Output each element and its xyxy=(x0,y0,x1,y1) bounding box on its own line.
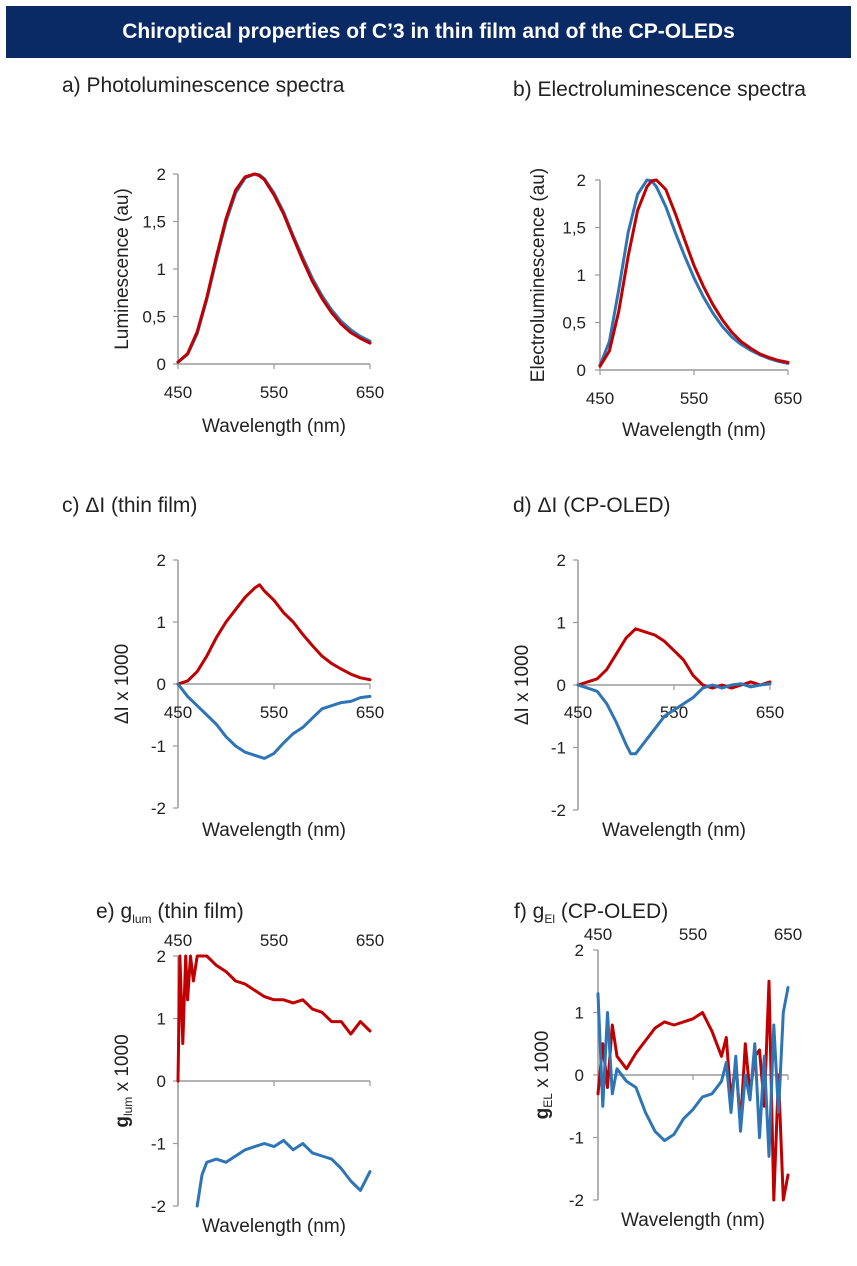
chart-b-group: 0 0,5 1 1,5 2 450 550 650 Wavelength (nm) Electro… xyxy=(528,168,802,441)
chart-e-series-red-line xyxy=(176,954,372,1083)
chart-a-xtick-label: 450 xyxy=(164,383,192,402)
chart-a-ytick-label: 0,5 xyxy=(142,308,166,327)
chart-b-xtick-label: 450 xyxy=(586,389,614,408)
chart-c-xtick-label: 450 xyxy=(164,703,192,722)
chart-b-ytick-label: 2 xyxy=(577,171,586,190)
chart-c-ylabel: ΔI x 1000 xyxy=(112,644,133,724)
chart-e-xtick-label: 450 xyxy=(164,931,192,950)
chart-a-ytick-label: 0 xyxy=(157,355,166,374)
chart-b-ytick-label: 1 xyxy=(577,266,586,285)
panel-d-title: d) ΔI (CP-OLED) xyxy=(513,494,671,517)
chart-d-xtick-label: 450 xyxy=(564,703,592,722)
chart-c-ytick-label: 0 xyxy=(157,675,166,694)
panel-f-title: f) gEl (CP-OLED) xyxy=(514,900,669,927)
chart-b-series-red-line xyxy=(598,178,790,368)
chart-d-xtick-label: 550 xyxy=(660,703,688,722)
chart-a-series-blue-line xyxy=(176,172,372,364)
chart-a-ylabel: Luminescence (au) xyxy=(112,188,133,350)
chart-a-xtick-label: 550 xyxy=(260,383,288,402)
chart-a-ytick-label: 1,5 xyxy=(142,213,166,232)
chart-d-group: -2 -1 0 1 2 450 550 650 Wavelength (nm) ΔI x 1000 xyxy=(512,551,784,841)
chart-b-ylabel: Electroluminescence (au) xyxy=(528,168,549,382)
chart-d-ytick-label: -2 xyxy=(551,801,566,820)
chart-c-xtick-label: 650 xyxy=(356,703,384,722)
chart-c-xlabel: Wavelength (nm) xyxy=(202,820,346,841)
chart-f-ytick-label: 2 xyxy=(575,941,584,960)
chart-e-ytick-label: 2 xyxy=(157,947,166,966)
chart-d-ytick-label: 0 xyxy=(557,676,566,695)
chart-e-xtick-label: 650 xyxy=(356,931,384,950)
chart-c-ytick-label: 1 xyxy=(157,613,166,632)
chart-b-ytick-label: 0 xyxy=(577,361,586,380)
chart-a-xlabel: Wavelength (nm) xyxy=(202,416,346,437)
chart-d-xlabel: Wavelength (nm) xyxy=(602,820,746,841)
chart-e-xtick-label: 550 xyxy=(260,931,288,950)
chart-e-ytick-label: 0 xyxy=(157,1072,166,1091)
chart-c-ytick-label: -2 xyxy=(151,799,166,818)
chart-a-xtick-label: 650 xyxy=(356,383,384,402)
chart-d-ylabel: ΔI x 1000 xyxy=(512,645,533,725)
chart-c-series-red-line xyxy=(176,583,372,686)
chart-f-ytick-label: -2 xyxy=(569,1191,584,1210)
chart-c-group: -2 -1 0 1 2 450 550 650 Wavelength (nm) ΔI x 1000 xyxy=(112,551,384,841)
chart-f-ylabel: gEL x 1000 xyxy=(532,1031,555,1120)
chart-d-ytick-label: 1 xyxy=(557,614,566,633)
panel-b-title: b) Electroluminescence spectra xyxy=(513,78,806,101)
chart-e-series-blue-line xyxy=(195,1138,372,1208)
panel-c-title: c) ΔI (thin film) xyxy=(62,494,198,517)
chart-b-ytick-label: 1,5 xyxy=(562,219,586,238)
chart-a-series-red-line xyxy=(176,172,372,364)
chart-b-xtick-label: 550 xyxy=(680,389,708,408)
chart-f-ytick-label: -1 xyxy=(569,1129,584,1148)
chart-a-ytick-label: 2 xyxy=(157,165,166,184)
chart-a-group: 0 0,5 1 1,5 2 450 550 650 Wavelength (nm) Lumines… xyxy=(112,165,384,437)
chart-c-ytick-label: 2 xyxy=(157,551,166,570)
chart-b-xtick-label: 650 xyxy=(774,389,802,408)
header-banner: Chiroptical properties of C’3 in thin fi… xyxy=(6,6,851,58)
chart-d-xtick-label: 650 xyxy=(756,703,784,722)
chart-c-xtick-label: 550 xyxy=(260,703,288,722)
chart-d-ytick-label: -1 xyxy=(551,739,566,758)
panel-a-title: a) Photoluminescence spectra xyxy=(62,74,345,97)
chart-e-ytick-label: 1 xyxy=(157,1010,166,1029)
chart-f-series-red-line xyxy=(596,979,790,1202)
chart-f-series-blue-line xyxy=(596,986,790,1158)
chart-d-series-red-line xyxy=(576,627,772,690)
chart-a-ytick-label: 1 xyxy=(157,260,166,279)
chart-e-xlabel: Wavelength (nm) xyxy=(202,1216,346,1237)
chart-f-xlabel: Wavelength (nm) xyxy=(621,1210,765,1231)
chart-f-xtick-label: 450 xyxy=(584,925,612,944)
chart-b-series-blue-line xyxy=(598,178,790,367)
chart-c-ytick-label: -1 xyxy=(151,737,166,756)
chart-b-xlabel: Wavelength (nm) xyxy=(622,420,766,441)
chart-e-ytick-label: -2 xyxy=(151,1197,166,1216)
chart-f-ytick-label: 0 xyxy=(575,1066,584,1085)
chart-f-xtick-label: 550 xyxy=(679,925,707,944)
chart-e-ylabel: glum x 1000 xyxy=(112,1034,135,1127)
panel-e-title: e) glum (thin film) xyxy=(96,900,244,927)
chart-b-ytick-label: 0,5 xyxy=(562,314,586,333)
header-title: Chiroptical properties of C’3 in thin fi… xyxy=(122,20,735,43)
chart-f-xtick-label: 650 xyxy=(774,925,802,944)
chart-c-series-blue-line xyxy=(176,682,372,760)
chart-d-ytick-label: 2 xyxy=(557,551,566,570)
chart-e-ytick-label: -1 xyxy=(151,1135,166,1154)
chart-d-series-blue-line xyxy=(576,682,772,756)
chart-f-ytick-label: 1 xyxy=(575,1004,584,1023)
